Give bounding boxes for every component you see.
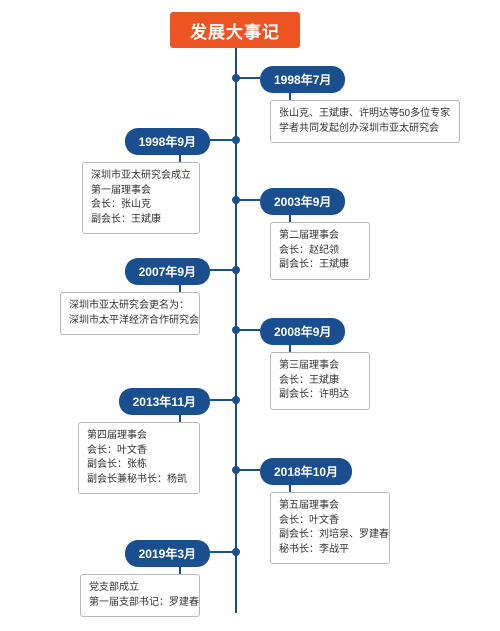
timeline-detail-box: 第二届理事会会长：赵纪领副会长：王斌康 bbox=[270, 222, 370, 280]
connector-vline bbox=[289, 212, 291, 222]
branch-line bbox=[235, 77, 260, 79]
detail-line: 会长：赵纪领 bbox=[279, 244, 361, 259]
connector-vline bbox=[179, 152, 181, 162]
timeline-date-node: 1998年9月 bbox=[125, 128, 210, 155]
timeline-date-node: 1998年7月 bbox=[260, 66, 345, 93]
detail-line: 深圳市亚太研究会成立 bbox=[91, 169, 191, 184]
detail-line: 深圳市亚太研究会更名为： bbox=[69, 299, 191, 314]
detail-line: 会长：王斌康 bbox=[279, 374, 361, 389]
timeline-detail-box: 第五届理事会会长：叶文香副会长：刘培泉、罗建春秘书长：李战平 bbox=[270, 492, 390, 564]
branch-line bbox=[210, 551, 237, 553]
detail-line: 张山克、王斌康、许明达等50多位专家 bbox=[279, 107, 451, 122]
branch-line bbox=[210, 269, 237, 271]
detail-line: 会长：叶文香 bbox=[87, 444, 191, 459]
connector-vline bbox=[289, 342, 291, 352]
timeline-date-node: 2008年9月 bbox=[260, 318, 345, 345]
detail-line: 副会长：刘培泉、罗建春 bbox=[279, 528, 381, 543]
detail-line: 第四届理事会 bbox=[87, 429, 191, 444]
branch-line bbox=[235, 199, 260, 201]
detail-line: 副会长：王斌康 bbox=[91, 213, 191, 228]
connector-vline bbox=[289, 90, 291, 100]
connector-vline bbox=[179, 282, 181, 292]
detail-line: 副会长：张栋 bbox=[87, 458, 191, 473]
timeline-detail-box: 第四届理事会会长：叶文香副会长：张栋副会长兼秘书长：杨凯 bbox=[78, 422, 200, 494]
detail-line: 学者共同发起创办深圳市亚太研究会 bbox=[279, 122, 451, 137]
timeline-detail-box: 党支部成立第一届支部书记：罗建春 bbox=[80, 574, 200, 617]
branch-line bbox=[210, 399, 237, 401]
timeline-detail-box: 第三届理事会会长：王斌康副会长：许明达 bbox=[270, 352, 370, 410]
detail-line: 第五届理事会 bbox=[279, 499, 381, 514]
detail-line: 会长：张山克 bbox=[91, 198, 191, 213]
branch-line bbox=[210, 139, 237, 141]
branch-line bbox=[235, 329, 260, 331]
detail-line: 秘书长：李战平 bbox=[279, 543, 381, 558]
timeline-detail-box: 深圳市亚太研究会成立第一届理事会会长：张山克副会长：王斌康 bbox=[82, 162, 200, 234]
detail-line: 会长：叶文香 bbox=[279, 514, 381, 529]
timeline-date-node: 2018年10月 bbox=[260, 458, 352, 485]
timeline-date-node: 2013年11月 bbox=[119, 388, 210, 415]
timeline-detail-box: 深圳市亚太研究会更名为：深圳市太平洋经济合作研究会 bbox=[60, 292, 200, 335]
detail-line: 第一届支部书记：罗建春 bbox=[89, 596, 191, 611]
detail-line: 第三届理事会 bbox=[279, 359, 361, 374]
timeline-date-node: 2003年9月 bbox=[260, 188, 345, 215]
timeline-date-node: 2007年9月 bbox=[125, 258, 210, 285]
detail-line: 副会长兼秘书长：杨凯 bbox=[87, 473, 191, 488]
detail-line: 党支部成立 bbox=[89, 581, 191, 596]
detail-line: 第一届理事会 bbox=[91, 184, 191, 199]
connector-vline bbox=[179, 564, 181, 574]
branch-line bbox=[235, 469, 260, 471]
page-title: 发展大事记 bbox=[170, 12, 300, 48]
detail-line: 第二届理事会 bbox=[279, 229, 361, 244]
detail-line: 深圳市太平洋经济合作研究会 bbox=[69, 314, 191, 329]
connector-vline bbox=[289, 482, 291, 492]
detail-line: 副会长：王斌康 bbox=[279, 258, 361, 273]
timeline-detail-box: 张山克、王斌康、许明达等50多位专家学者共同发起创办深圳市亚太研究会 bbox=[270, 100, 460, 143]
detail-line: 副会长：许明达 bbox=[279, 388, 361, 403]
timeline-date-node: 2019年3月 bbox=[125, 540, 210, 567]
connector-vline bbox=[179, 412, 181, 422]
